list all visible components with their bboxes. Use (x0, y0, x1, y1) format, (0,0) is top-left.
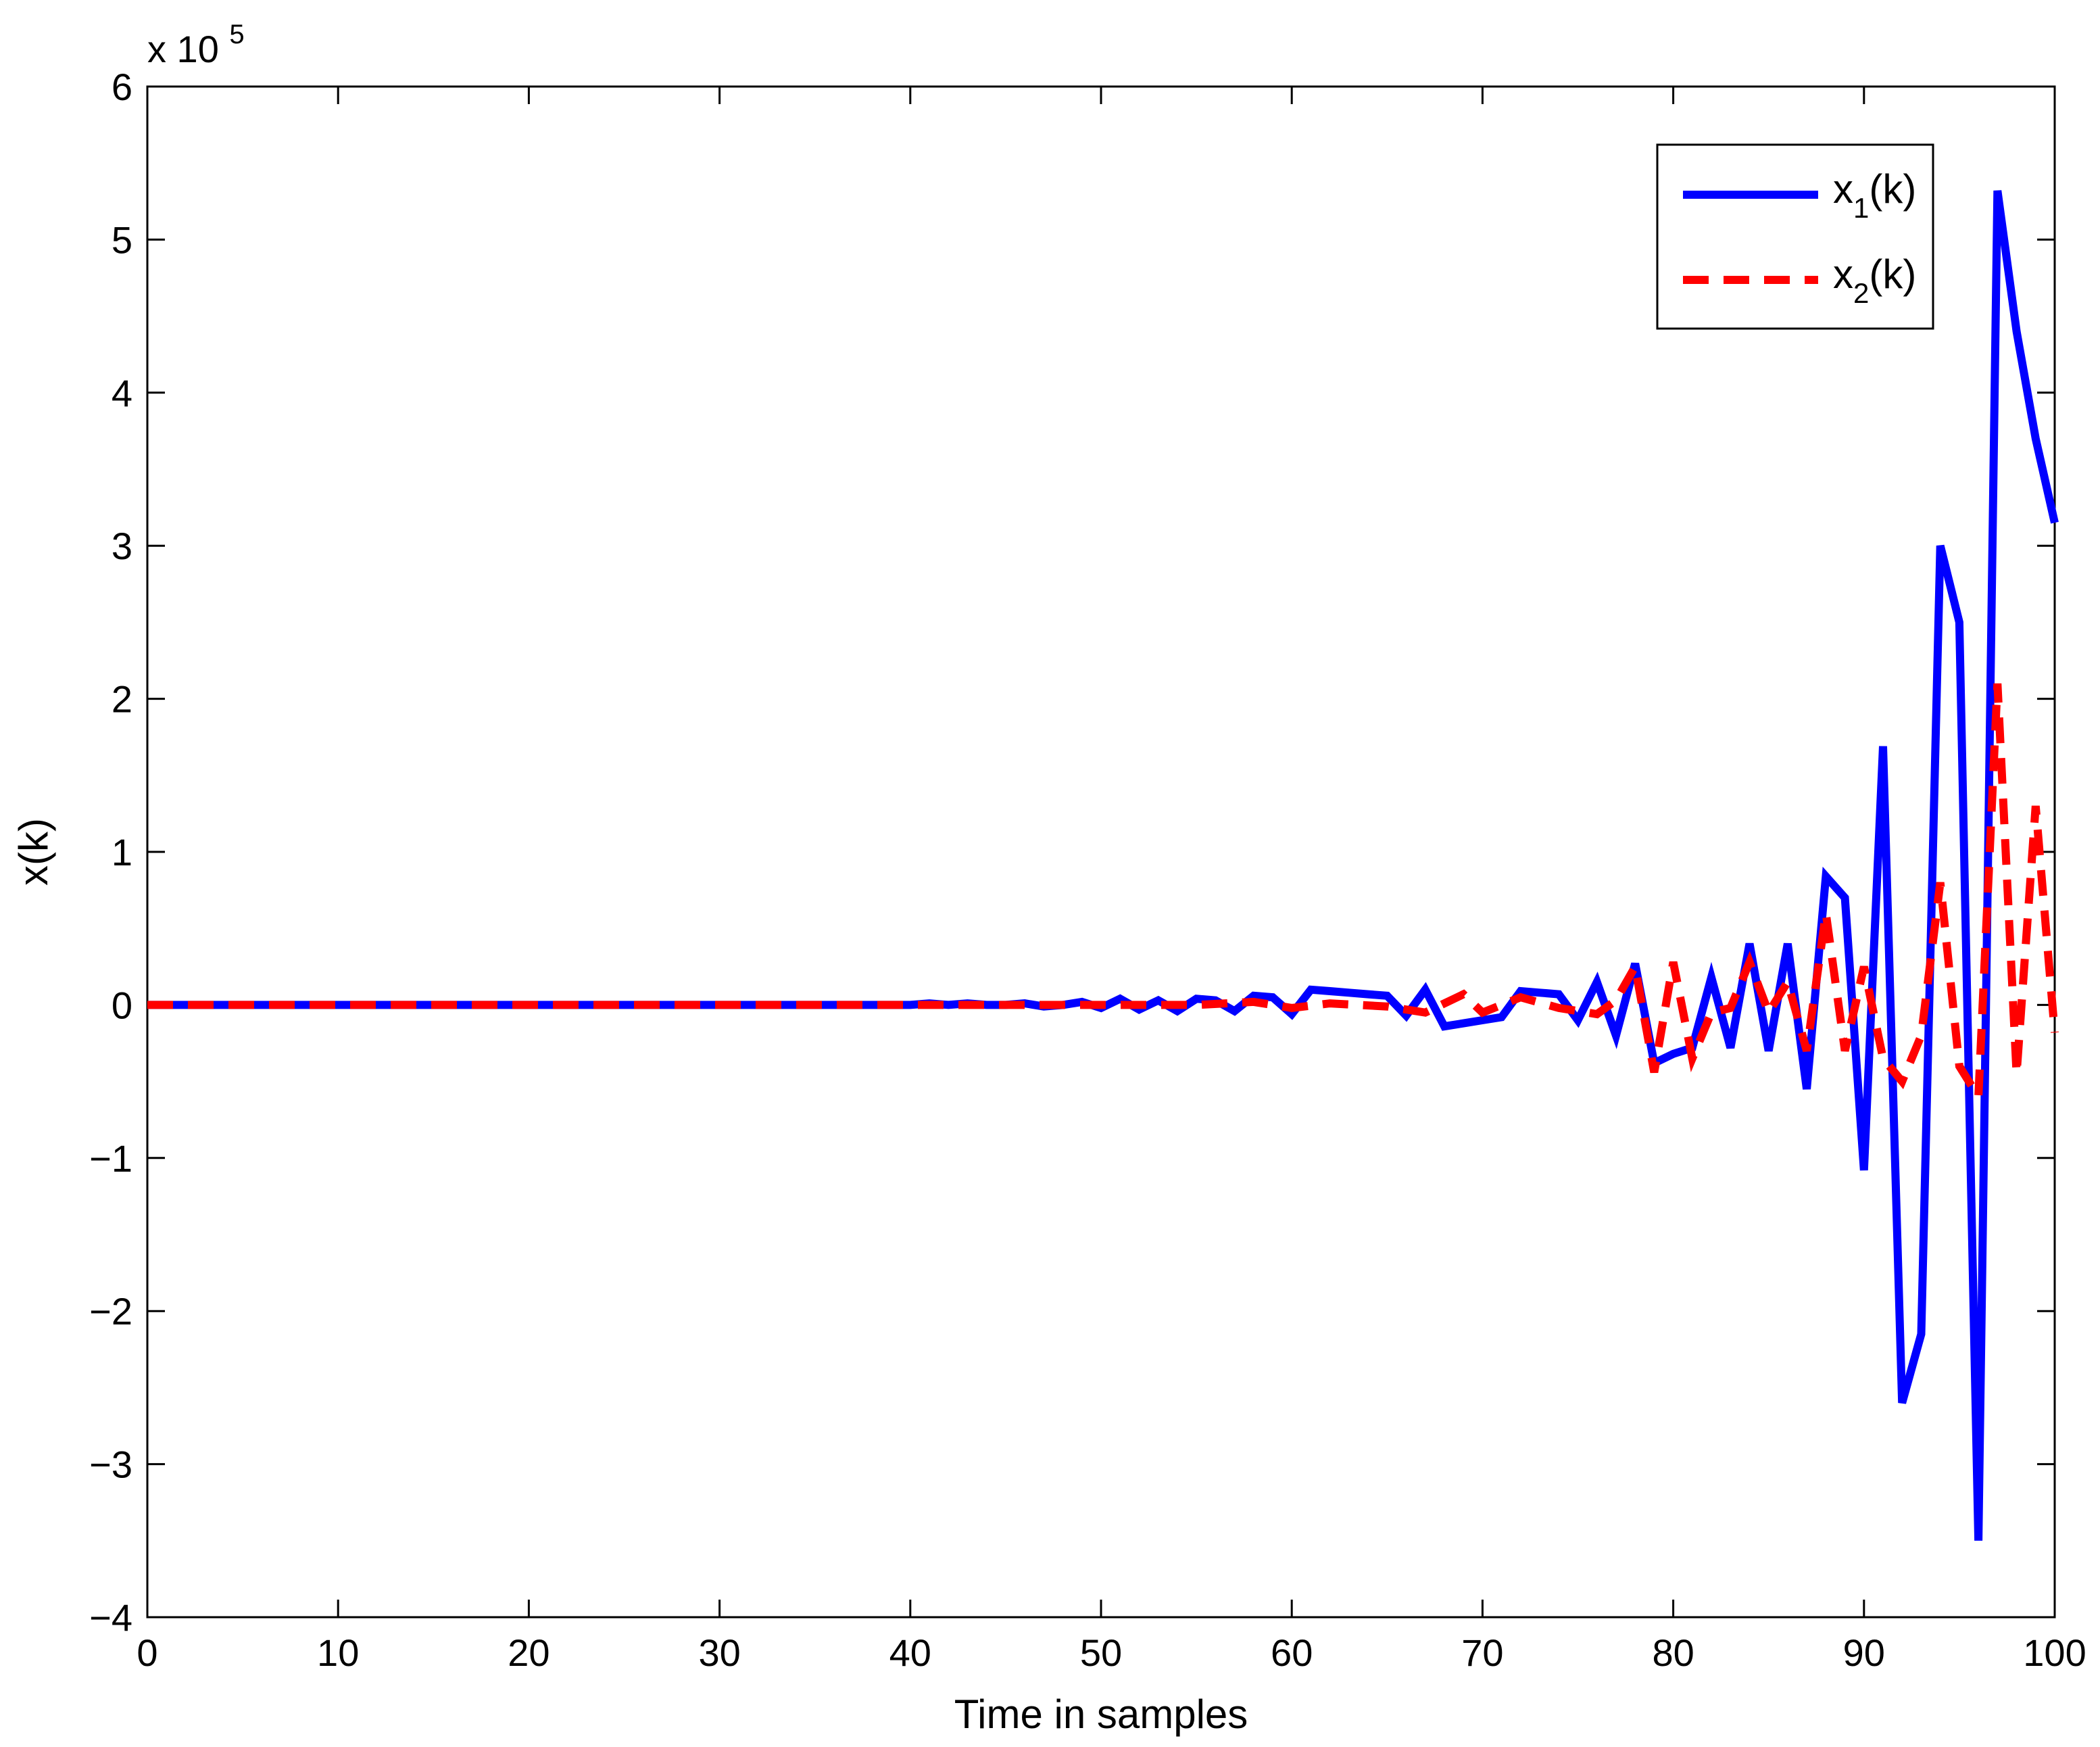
legend-label-x2-suffix: (k) (1869, 252, 1916, 297)
y-tick-label: 2 (112, 678, 132, 721)
y-exponent-label: x 10 5 (147, 20, 245, 70)
x-tick-label: 100 (2023, 1631, 2086, 1674)
legend-label-x2-main: x (1833, 252, 1853, 297)
x-tick-label: 40 (889, 1631, 931, 1674)
x-tick-label: 80 (1652, 1631, 1694, 1674)
y-tick-label: −3 (89, 1443, 132, 1486)
x-tick-label: 50 (1080, 1631, 1122, 1674)
x-tick-label: 20 (508, 1631, 550, 1674)
x-tick-label: 0 (137, 1631, 157, 1674)
x-tick-label: 90 (1843, 1631, 1885, 1674)
y-tick-label: 5 (112, 218, 132, 261)
legend-label-x2: x2(k) (1833, 252, 1916, 309)
y-tick-label: −2 (89, 1290, 132, 1333)
series-layer (147, 190, 2059, 1541)
x-tick-label: 10 (317, 1631, 359, 1674)
y-exponent-base: x 10 (147, 28, 219, 70)
y-tick-label: 3 (112, 525, 132, 567)
y-tick-label: 1 (112, 831, 132, 874)
legend-label-x1-sub: 1 (1853, 192, 1869, 224)
legend-label-x1-main: x (1833, 166, 1853, 212)
y-exponent-power: 5 (229, 20, 244, 49)
x-tick-label: 60 (1271, 1631, 1313, 1674)
y-axis-label: x(k) (11, 818, 56, 886)
y-tick-label: 6 (112, 66, 132, 108)
x-tick-label: 30 (698, 1631, 740, 1674)
x-axis-label: Time in samples (954, 1692, 1248, 1737)
y-tick-label: −4 (89, 1596, 132, 1639)
legend-label-x2-sub: 2 (1853, 277, 1869, 309)
legend-label-x1: x1(k) (1833, 166, 1916, 224)
y-tick-label: 4 (112, 372, 132, 414)
y-tick-label: −1 (89, 1137, 132, 1180)
tick-labels: 0 10 20 30 40 50 60 70 80 90 100 −4 −3 −2 −1 0 1 2 3 4 5 6 (89, 66, 2086, 1674)
legend: x1(k) x2(k) (1656, 143, 1934, 330)
y-tick-label: 0 (112, 984, 132, 1026)
plot-frame (146, 85, 2056, 1619)
legend-label-x1-suffix: (k) (1869, 166, 1916, 212)
legend-box (1656, 143, 1934, 330)
series-line-2 (147, 683, 2059, 1110)
x-tick-label: 70 (1461, 1631, 1503, 1674)
